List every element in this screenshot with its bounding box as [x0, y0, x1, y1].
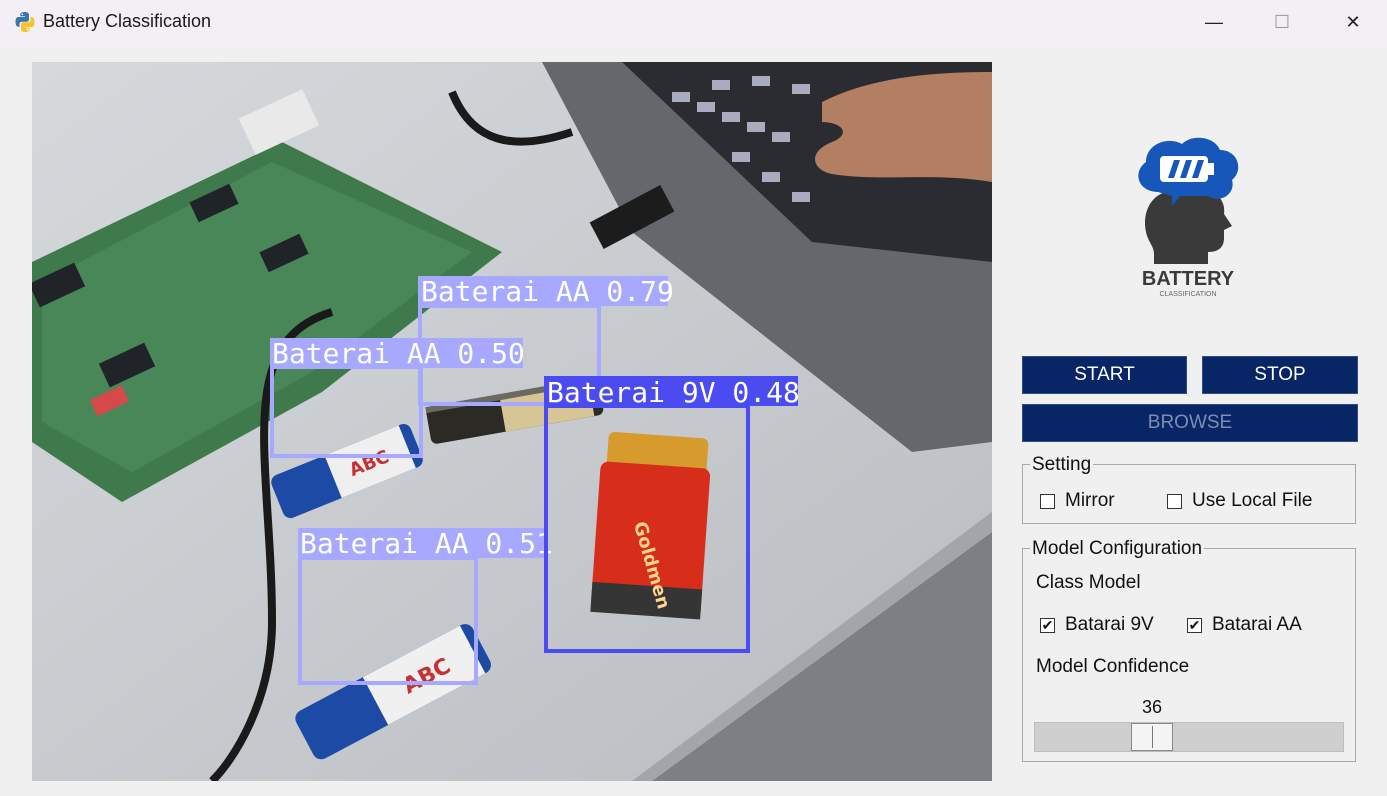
maximize-icon: ☐ [1273, 11, 1291, 32]
use-local-file-label: Use Local File [1192, 490, 1313, 511]
stop-button[interactable]: STOP [1202, 356, 1358, 394]
slider-handle-grip [1152, 726, 1153, 748]
class-model-label: Class Model [1036, 572, 1141, 593]
detection-label-3: Baterai 9V 0.48 [547, 376, 800, 409]
close-button[interactable]: ✕ [1319, 0, 1387, 44]
mirror-label: Mirror [1065, 490, 1115, 511]
detection-label-1: Baterai AA 0.79 [421, 275, 674, 308]
detection-label-2: Baterai AA 0.50 [272, 337, 525, 370]
camera-feed: ABC ABC Goldmen Baterai AA 0.79 Baterai … [32, 62, 992, 781]
mirror-checkbox-box[interactable] [1040, 493, 1055, 509]
class-aa-checkbox-box[interactable]: ✔ [1187, 617, 1202, 633]
start-button[interactable]: START [1022, 356, 1187, 394]
class-9v-checkbox-box[interactable]: ✔ [1040, 617, 1055, 633]
detection-label-bg-3 [544, 376, 798, 406]
detection-label-4: Baterai AA 0.51 [300, 527, 553, 560]
browse-button[interactable]: BROWSE [1022, 404, 1358, 442]
window-title: Battery Classification [43, 11, 212, 31]
close-icon: ✕ [1345, 11, 1361, 32]
title-bar: Battery Classification — ☐ ✕ [0, 0, 1387, 44]
setting-group [1022, 464, 1356, 524]
checkmark-icon: ✔ [1188, 617, 1201, 633]
confidence-value: 36 [1142, 697, 1163, 717]
confidence-slider[interactable] [1034, 722, 1344, 752]
minimize-button[interactable]: — [1180, 0, 1248, 44]
class-9v-label: Batarai 9V [1065, 614, 1154, 635]
minimize-icon: — [1205, 11, 1223, 32]
slider-handle[interactable] [1131, 723, 1173, 751]
setting-title: Setting [1030, 454, 1094, 476]
battery-logo: BATTERY CLASSIFICATION [1128, 134, 1248, 304]
class-aa-checkbox[interactable]: ✔ Batarai AA [1187, 614, 1302, 636]
logo-subtitle: CLASSIFICATION [1159, 291, 1217, 298]
model-configuration-title: Model Configuration [1030, 538, 1205, 560]
detection-label-bg-2 [270, 338, 523, 368]
class-9v-checkbox[interactable]: ✔ Batarai 9V [1040, 614, 1154, 636]
model-confidence-label: Model Confidence [1036, 656, 1190, 677]
checkmark-icon: ✔ [1041, 617, 1054, 633]
logo-title: BATTERY [1141, 268, 1235, 290]
maximize-button[interactable]: ☐ [1248, 0, 1316, 44]
use-local-file-checkbox[interactable]: Use Local File [1167, 490, 1312, 512]
class-aa-label: Batarai AA [1212, 614, 1302, 635]
mirror-checkbox[interactable]: Mirror [1040, 490, 1115, 512]
detection-label-bg-4 [298, 528, 548, 558]
camera-frame-image: ABC ABC Goldmen Baterai AA 0.79 Baterai … [32, 62, 992, 781]
detection-label-bg-1 [418, 276, 668, 306]
python-app-icon [15, 12, 35, 32]
use-local-file-checkbox-box[interactable] [1167, 493, 1182, 509]
head-battery-icon [1138, 137, 1239, 264]
